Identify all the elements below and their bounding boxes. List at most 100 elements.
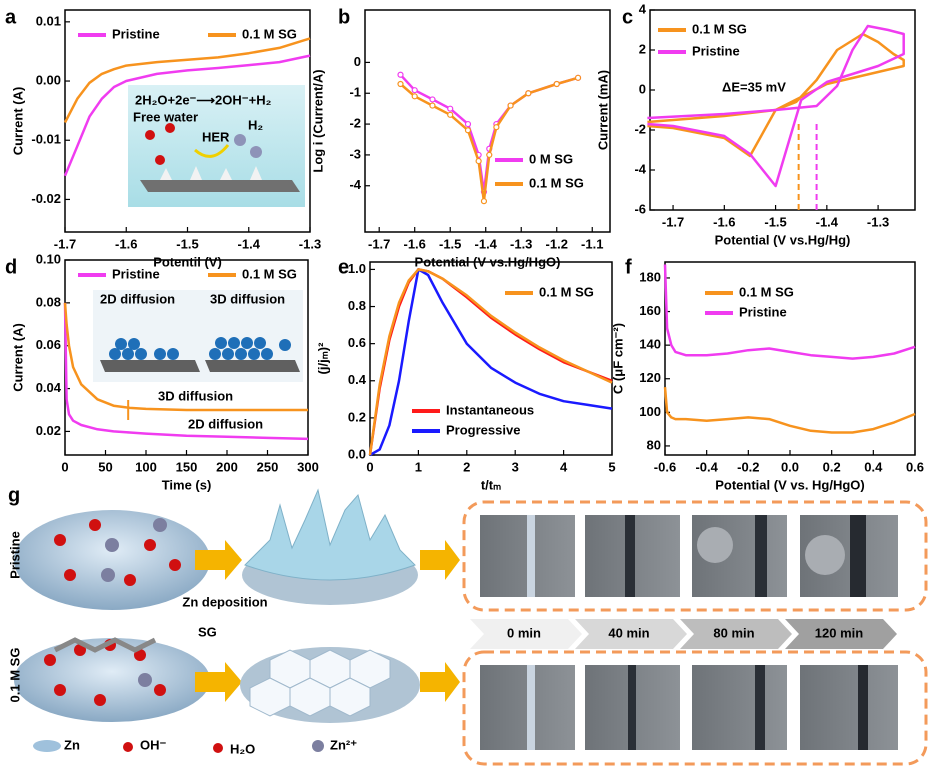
legend-label: Pristine <box>739 304 787 319</box>
x-tick-label: -1.6 <box>713 214 735 229</box>
legend-zn <box>33 740 61 752</box>
x-tick-label: -0.2 <box>737 459 759 474</box>
y-tick-label: -4 <box>634 161 646 176</box>
y-tick-label: 0.0 <box>348 446 366 461</box>
row-label: 0.1 M SG <box>7 648 22 703</box>
sg-chain <box>53 637 157 653</box>
point <box>464 127 472 134</box>
x-tick-label: 300 <box>297 459 319 474</box>
caption: Zn deposition <box>182 594 267 609</box>
y-tick-label: 140 <box>639 337 661 352</box>
annotation: Free water <box>133 109 198 124</box>
x-tick-label: -0.6 <box>654 459 676 474</box>
y-tick-label: 0.6 <box>348 335 366 350</box>
y-tick-label: -1 <box>349 85 361 100</box>
x-axis-label: Time (s) <box>162 477 212 492</box>
time-arrows <box>470 619 897 649</box>
slab <box>140 180 300 192</box>
x-tick-label: 100 <box>135 459 157 474</box>
y-tick-label: 0.4 <box>348 372 367 387</box>
x-axis-label: Potential (V vs.Hg/Hg) <box>715 232 851 247</box>
x-tick-label: 0 <box>61 459 68 474</box>
point <box>447 111 454 118</box>
legend-label: Pristine <box>692 43 740 58</box>
y-tick-label: 4 <box>639 1 647 16</box>
point <box>486 151 493 159</box>
slab <box>205 360 300 372</box>
series-line <box>63 37 311 124</box>
point <box>525 90 532 97</box>
panel-letter: d <box>5 256 17 278</box>
plot-frame <box>364 9 611 233</box>
x-tick-label: 0.6 <box>906 459 924 474</box>
y-tick-label: 2 <box>639 41 646 56</box>
x-axis-label: t/tₘ <box>481 477 501 492</box>
annotation: 2D diffusion <box>100 291 175 306</box>
caption: SG <box>198 624 217 639</box>
annotation: HER <box>202 129 230 144</box>
y-tick-label: 120 <box>639 370 661 385</box>
point <box>411 93 418 100</box>
legend-label: 0.1 M SG <box>242 26 297 41</box>
legend-label: Pristine <box>112 26 160 41</box>
x-tick-label: -1.3 <box>299 236 321 251</box>
y-tick-label: -4 <box>349 177 361 192</box>
x-tick-label: -1.7 <box>54 236 76 251</box>
point <box>493 124 500 131</box>
point <box>397 71 404 78</box>
legend-h2o <box>213 743 223 753</box>
legend-label: 0.1 M SG <box>539 284 594 299</box>
x-tick-label: 150 <box>176 459 198 474</box>
series-line <box>368 268 613 456</box>
panel-letter: b <box>338 6 350 28</box>
annotation: 2H₂O+2e⁻⟶2OH⁻+H₂ <box>135 92 272 107</box>
y-tick-label: 180 <box>639 269 661 284</box>
y-tick-label: -0.01 <box>31 132 61 147</box>
y-tick-label: 0.02 <box>36 423 61 438</box>
y-tick-label: -3 <box>349 146 361 161</box>
time-label: 0 min <box>507 625 541 640</box>
y-tick-label: 0.08 <box>36 294 61 309</box>
point <box>429 96 436 103</box>
y-tick-label: 0.01 <box>36 13 61 28</box>
atom <box>165 123 175 133</box>
legend-label: Instantaneous <box>446 402 534 417</box>
y-tick-label: 80 <box>647 437 661 452</box>
arrow <box>195 540 242 580</box>
x-tick-label: 2 <box>463 459 470 474</box>
panel-letter: g <box>8 484 20 506</box>
x-axis-label: Potentil (V) <box>153 254 222 269</box>
x-tick-label: -1.4 <box>475 236 498 251</box>
y-tick-label: 160 <box>639 303 661 318</box>
crystals <box>160 166 262 180</box>
x-tick-label: -0.4 <box>695 459 718 474</box>
legend-label: 0.1 M SG <box>692 21 747 36</box>
legend-label: Zn <box>64 737 80 752</box>
y-axis-label: Current (A) <box>10 323 25 392</box>
x-tick-label: -1.3 <box>510 236 532 251</box>
x-tick-label: 0.4 <box>864 459 883 474</box>
legend-label: 0.1 M SG <box>529 175 584 190</box>
inset-d <box>93 290 303 382</box>
x-tick-label: 5 <box>608 459 615 474</box>
legend-label: H₂O <box>230 741 255 756</box>
x-tick-label: -1.5 <box>764 214 786 229</box>
frame <box>462 650 928 766</box>
point <box>411 87 418 94</box>
series-line <box>63 302 309 441</box>
y-tick-label: 0.8 <box>348 298 366 313</box>
point <box>475 157 482 165</box>
atom <box>155 155 165 165</box>
point <box>507 102 514 109</box>
x-tick-label: 1 <box>415 459 422 474</box>
panel-letter: c <box>622 6 633 28</box>
y-tick-label: -2 <box>349 116 361 131</box>
atom <box>145 130 155 140</box>
legend-label: 0.1 M SG <box>242 266 297 281</box>
x-tick-label: -1.4 <box>238 236 261 251</box>
y-tick-label: -6 <box>634 201 646 216</box>
y-axis-label: Current (A) <box>10 87 25 156</box>
frame <box>462 500 928 612</box>
legend-label: OH⁻ <box>140 737 167 752</box>
y-tick-label: 0.00 <box>36 72 61 87</box>
